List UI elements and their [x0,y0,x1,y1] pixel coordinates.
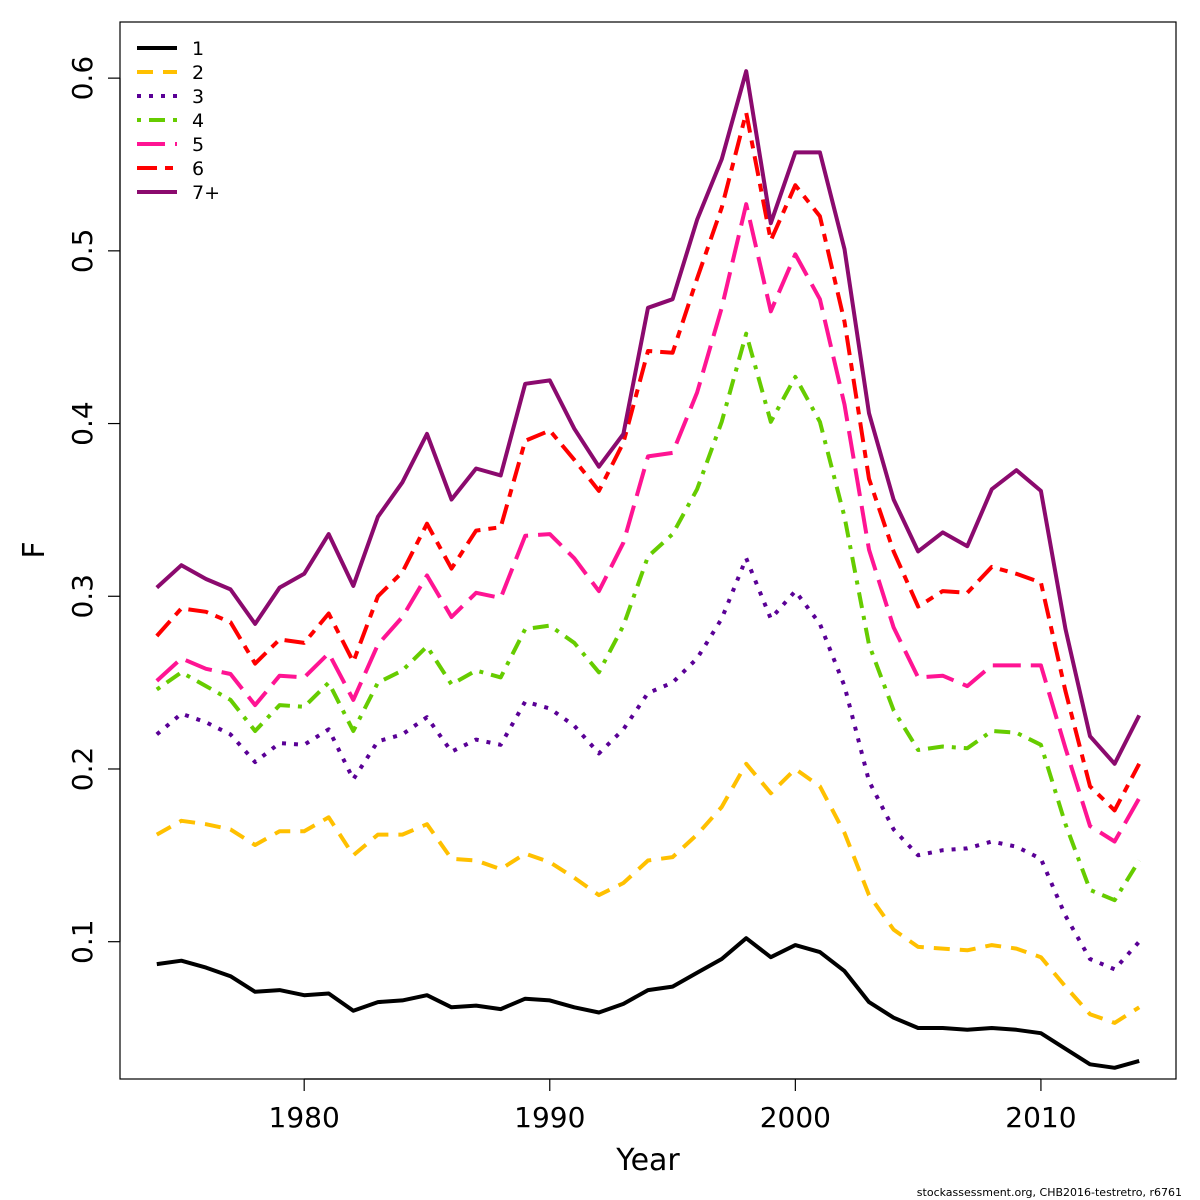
x-axis: 1980 1990 2000 2010 [269,1078,1077,1134]
y-tick-label-0-1: 0.1 [66,919,99,964]
y-tick-label-0-5: 0.5 [66,229,99,274]
series-line-6 [155,110,1141,813]
legend-label-1: 1 [192,38,204,60]
series-line-7 [155,69,1141,766]
y-tick-label-0-4: 0.4 [66,401,99,446]
legend-label-7: 7+ [192,182,220,204]
series-line-5 [155,202,1141,844]
series-line-3 [155,556,1141,972]
x-axis-title: Year [615,1143,680,1178]
y-axis-title: F [17,541,52,558]
y-tick-label-0-3: 0.3 [66,574,99,619]
x-tick-label-2010: 2010 [1005,1101,1076,1134]
y-tick-label-0-6: 0.6 [66,56,99,101]
x-tick-label-1990: 1990 [514,1101,585,1134]
y-tick-label-0-2: 0.2 [66,747,99,792]
plot-area-border [119,21,1177,1080]
footer-note: stockassessment.org, CHB2016-testretro, … [917,1186,1182,1199]
series-layer [155,69,1141,1070]
series-line-2 [155,761,1141,1025]
y-axis: 0.1 0.2 0.3 0.4 0.5 0.6 [66,56,121,964]
x-tick-label-1980: 1980 [269,1101,340,1134]
series-line-1 [156,936,1140,1070]
legend-label-2: 2 [192,62,204,84]
series-line-4 [155,331,1141,903]
x-tick-label-2000: 2000 [760,1101,831,1134]
legend-label-3: 3 [192,86,204,108]
legend-label-4: 4 [192,110,204,132]
legend-label-6: 6 [192,158,204,180]
legend-label-5: 5 [192,134,204,156]
